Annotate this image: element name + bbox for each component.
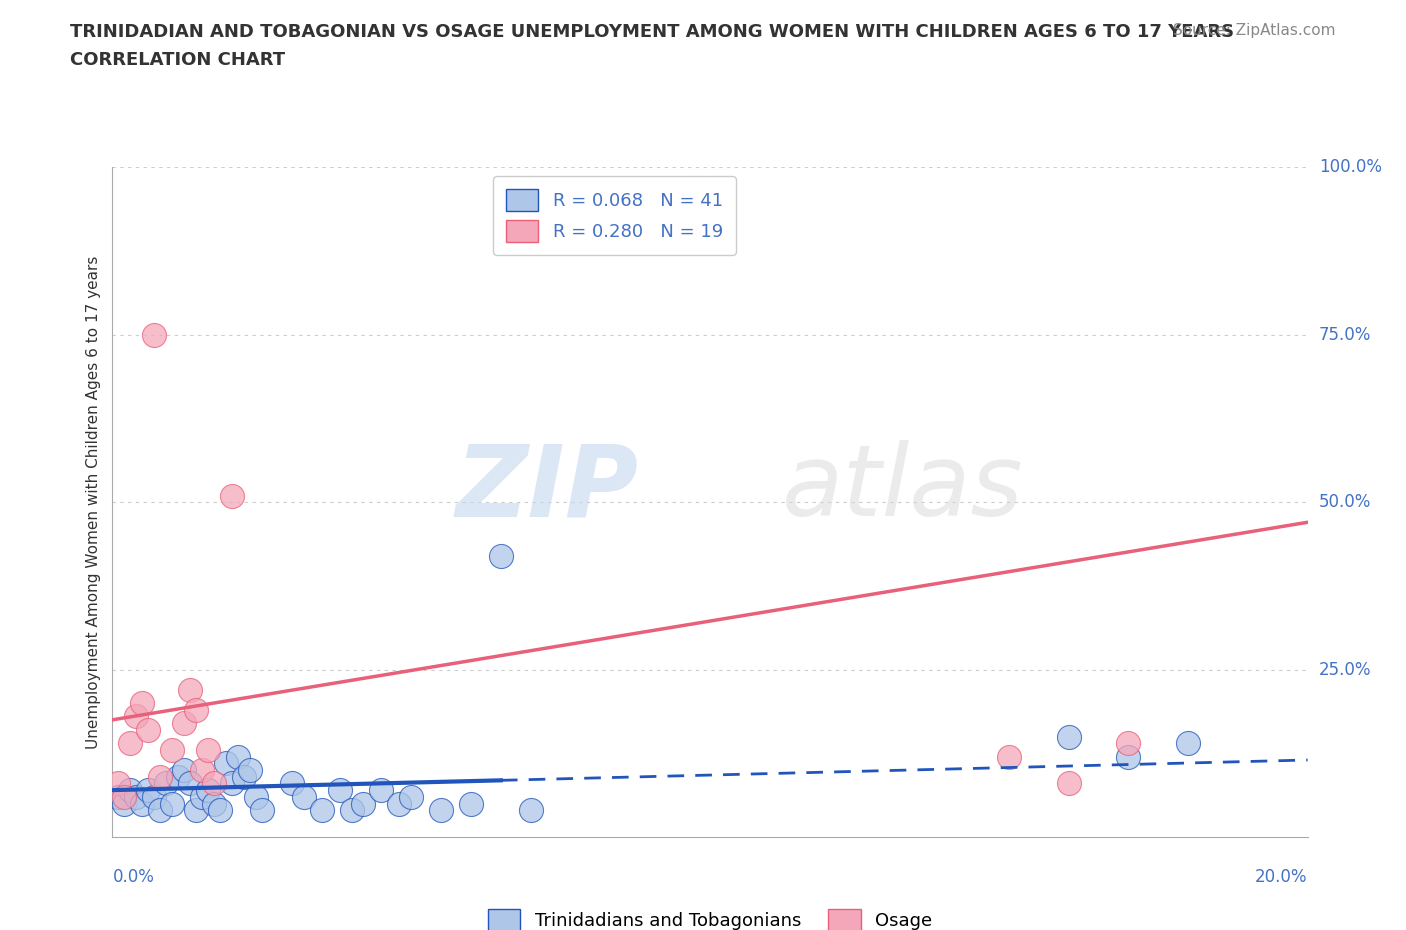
Point xyxy=(998,750,1021,764)
Point xyxy=(131,696,153,711)
Point xyxy=(340,803,363,817)
Point xyxy=(125,790,148,804)
Point xyxy=(202,776,225,790)
Point xyxy=(1118,736,1140,751)
Point xyxy=(232,769,256,784)
Point xyxy=(1057,776,1080,790)
Point xyxy=(173,716,195,731)
Point xyxy=(460,796,482,811)
Point xyxy=(489,549,512,564)
Point xyxy=(138,723,160,737)
Point xyxy=(401,790,423,804)
Point xyxy=(143,790,166,804)
Point xyxy=(520,803,543,817)
Point xyxy=(370,783,392,798)
Point xyxy=(114,790,135,804)
Text: CORRELATION CHART: CORRELATION CHART xyxy=(70,51,285,69)
Point xyxy=(388,796,411,811)
Point xyxy=(221,776,243,790)
Point xyxy=(226,750,249,764)
Text: 25.0%: 25.0% xyxy=(1319,660,1371,679)
Point xyxy=(167,769,190,784)
Point xyxy=(311,803,333,817)
Point xyxy=(162,796,183,811)
Point xyxy=(162,742,183,757)
Point xyxy=(155,776,177,790)
Point xyxy=(208,803,231,817)
Text: atlas: atlas xyxy=(782,440,1024,538)
Point xyxy=(191,763,214,777)
Legend: Trinidadians and Tobagonians, Osage: Trinidadians and Tobagonians, Osage xyxy=(479,899,941,930)
Point xyxy=(202,796,225,811)
Point xyxy=(1118,750,1140,764)
Point xyxy=(173,763,195,777)
Point xyxy=(1177,736,1199,751)
Point xyxy=(245,790,267,804)
Text: 0.0%: 0.0% xyxy=(112,868,155,885)
Point xyxy=(215,756,238,771)
Point xyxy=(107,790,129,804)
Point xyxy=(328,783,352,798)
Point xyxy=(352,796,374,811)
Point xyxy=(292,790,315,804)
Text: TRINIDADIAN AND TOBAGONIAN VS OSAGE UNEMPLOYMENT AMONG WOMEN WITH CHILDREN AGES : TRINIDADIAN AND TOBAGONIAN VS OSAGE UNEM… xyxy=(70,23,1234,41)
Point xyxy=(239,763,262,777)
Text: 100.0%: 100.0% xyxy=(1319,158,1382,177)
Point xyxy=(250,803,273,817)
Point xyxy=(1057,729,1080,744)
Text: Source: ZipAtlas.com: Source: ZipAtlas.com xyxy=(1173,23,1336,38)
Point xyxy=(430,803,453,817)
Point xyxy=(149,769,172,784)
Point xyxy=(138,783,160,798)
Y-axis label: Unemployment Among Women with Children Ages 6 to 17 years: Unemployment Among Women with Children A… xyxy=(86,256,101,749)
Point xyxy=(191,790,214,804)
Text: 75.0%: 75.0% xyxy=(1319,326,1371,344)
Point xyxy=(107,776,129,790)
Point xyxy=(131,796,153,811)
Text: 50.0%: 50.0% xyxy=(1319,493,1371,512)
Point xyxy=(120,736,142,751)
Point xyxy=(197,742,219,757)
Point xyxy=(143,327,166,342)
Point xyxy=(221,488,243,503)
Point xyxy=(114,796,135,811)
Text: 20.0%: 20.0% xyxy=(1256,868,1308,885)
Point xyxy=(197,783,219,798)
Point xyxy=(120,783,142,798)
Point xyxy=(179,683,201,698)
Text: ZIP: ZIP xyxy=(456,440,638,538)
Point xyxy=(125,709,148,724)
Point xyxy=(186,702,208,717)
Point xyxy=(149,803,172,817)
Point xyxy=(186,803,208,817)
Point xyxy=(179,776,201,790)
Point xyxy=(281,776,304,790)
